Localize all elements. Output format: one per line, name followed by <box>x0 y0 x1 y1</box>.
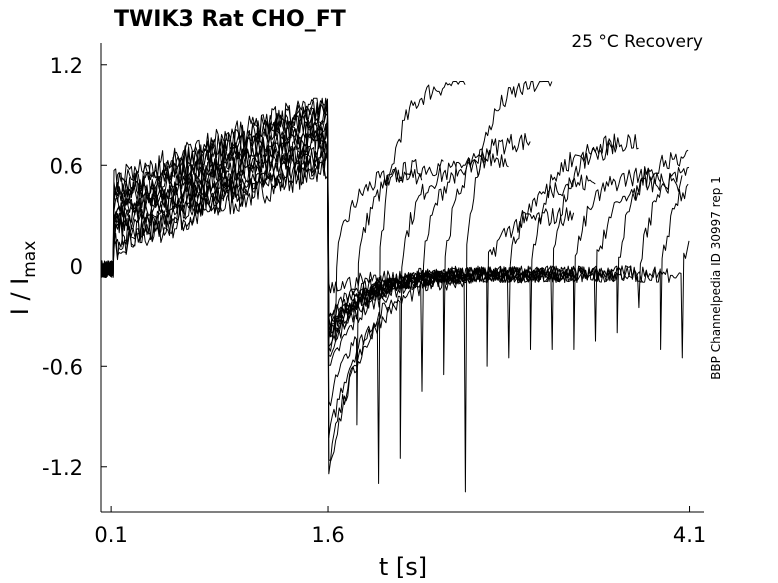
side-note: BBP Channelpedia ID 30997 rep 1 <box>709 176 723 380</box>
current-trace <box>100 133 531 376</box>
tick-group: 0.1 1.6 4.1 1.2 0.6 0 -0.6 -1.2 <box>42 54 706 547</box>
svg-text:I / Imax: I / Imax <box>6 241 40 316</box>
y-axis-label-main: I / I <box>6 278 34 316</box>
x-tick-label: 0.1 <box>94 523 127 547</box>
current-trace <box>100 97 690 359</box>
trace-group <box>100 81 690 493</box>
current-trace <box>100 153 444 426</box>
x-axis-label: t [s] <box>379 553 427 581</box>
x-tick-label: 1.6 <box>311 523 344 547</box>
plot-area: 0.1 1.6 4.1 1.2 0.6 0 -0.6 -1.2 <box>42 43 706 547</box>
chart-title: TWIK3 Rat CHO_FT <box>114 7 346 32</box>
y-tick-label: -0.6 <box>42 355 83 379</box>
y-axis-label-subscript: max <box>20 241 40 278</box>
current-trace <box>100 123 575 367</box>
current-trace <box>100 161 423 342</box>
y-tick-label: 1.2 <box>50 54 83 78</box>
chart-subtitle: 25 °C Recovery <box>571 32 703 52</box>
y-tick-label: 0 <box>70 255 83 279</box>
current-trace <box>100 98 689 334</box>
current-trace <box>100 145 509 392</box>
y-tick-label: -1.2 <box>42 456 83 480</box>
svg-text:BBP Channelpedia ID 30997 rep: BBP Channelpedia ID 30997 rep 1 <box>709 176 723 380</box>
current-trace <box>100 81 466 484</box>
current-trace <box>100 123 596 359</box>
current-trace <box>100 113 639 350</box>
y-axis-label: I / Imax <box>6 241 40 316</box>
current-trace <box>100 114 618 350</box>
y-tick-label: 0.6 <box>50 154 83 178</box>
x-tick-label: 4.1 <box>673 523 706 547</box>
